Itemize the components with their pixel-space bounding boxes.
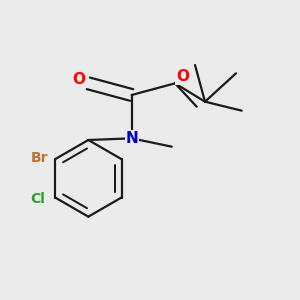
Text: O: O [176,69,189,84]
Text: Br: Br [30,151,48,164]
Text: Cl: Cl [30,192,45,206]
Text: O: O [73,73,85,88]
Text: N: N [125,131,138,146]
